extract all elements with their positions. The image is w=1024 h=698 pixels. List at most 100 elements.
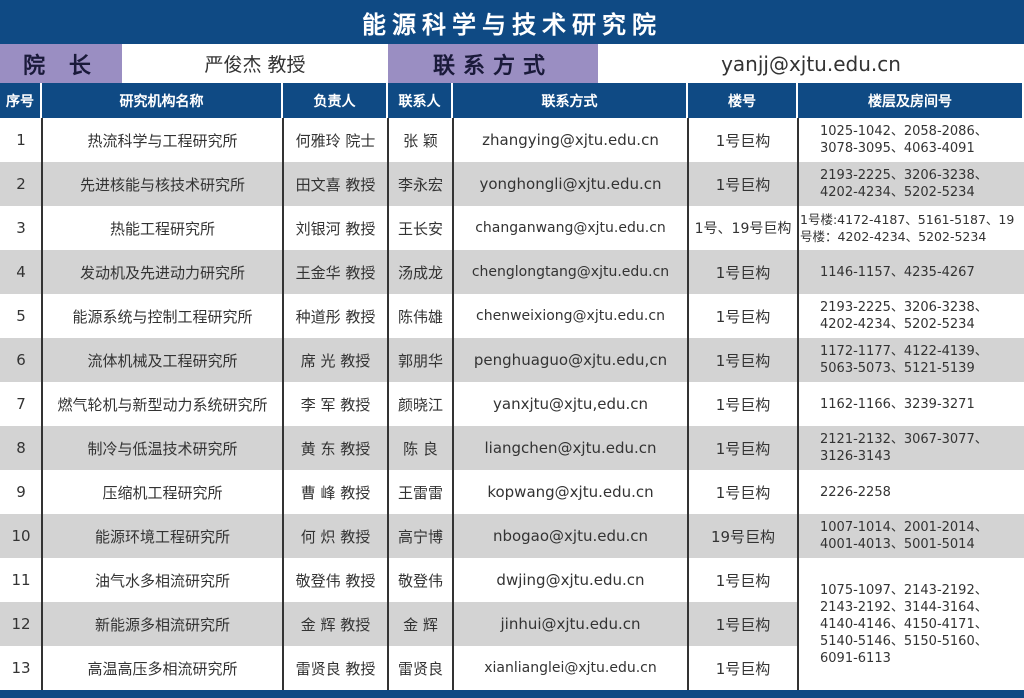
page-title: 能源科学与技术研究院 — [0, 0, 1024, 44]
col-building-cell: 1号巨构 — [715, 659, 771, 678]
column-divider — [452, 118, 454, 690]
table-row: 11 油气水多相流研究所 敬登伟 教授 敬登伟 dwjing@xjtu.edu.cn 1号… — [0, 558, 1024, 602]
col-email-cell: chenweixiong@xjtu.edu.cn — [476, 308, 665, 324]
col-number-cell: 7 — [16, 395, 26, 413]
col-email-cell: nbogao@xjtu.edu.cn — [492, 527, 649, 545]
col-head-cell: 何 炽 教授 — [300, 527, 371, 546]
col-building-cell: 1号巨构 — [715, 351, 771, 370]
col-building-cell: 1号巨构 — [715, 571, 771, 590]
col-contact-cell: 陈伟雄 — [397, 307, 443, 326]
col-number-cell: 10 — [11, 527, 31, 545]
col-number-cell: 6 — [16, 351, 26, 369]
director-label: 院 长 — [0, 44, 122, 83]
column-divider — [797, 118, 799, 690]
col-building-cell: 1号巨构 — [715, 263, 771, 282]
col-name-cell: 热流科学与工程研究所 — [87, 131, 238, 150]
col-building-cell: 1号巨构 — [715, 395, 771, 414]
column-divider — [387, 118, 389, 690]
col-contact-cell: 陈 良 — [403, 439, 438, 458]
col-name-cell: 先进核能与核技术研究所 — [79, 175, 245, 194]
table-row: 9 压缩机工程研究所 曹 峰 教授 王雷雷 kopwang@xjtu.edu.cn 1号巨… — [0, 470, 1024, 514]
col-rooms-cell: 2193-2225、3206-3238、4202-4234、5202-5234 — [820, 300, 988, 332]
table-row: 7 燃气轮机与新型动力系统研究所 李 军 教授 颜晓江 yanxjtu@xjtu,edu… — [0, 382, 1024, 426]
col-building-cell: 1号巨构 — [715, 175, 771, 194]
table-row: 6 流体机械及工程研究所 席 光 教授 郭朋华 penghuaguo@xjtu.edu,… — [0, 338, 1024, 382]
col-rooms-cell: 1025-1042、2058-2086、3078-3095、4063-4091 — [820, 124, 988, 156]
col-contact-cell: 王雷雷 — [397, 483, 443, 502]
col-building-cell: 1号巨构 — [715, 615, 771, 634]
col-email-cell: xianlianglei@xjtu.edu.cn — [484, 660, 657, 676]
director-email: yanjj@xjtu.edu.cn — [721, 51, 901, 76]
col-head-cell: 种道彤 教授 — [295, 307, 376, 326]
header-col-head: 负责人 — [283, 83, 388, 118]
rooms-text: 1075-1097、2143-2192、2143-2192、3144-3164、… — [820, 582, 988, 666]
table-row: 5 能源系统与控制工程研究所 种道彤 教授 陈伟雄 chenweixiong@xjtu.… — [0, 294, 1024, 338]
col-email-cell: yonghongli@xjtu.edu.cn — [479, 175, 662, 193]
col-contact-cell: 金 辉 — [403, 615, 438, 634]
col-head-cell: 曹 峰 教授 — [300, 483, 371, 502]
col-name-cell: 发动机及先进动力研究所 — [79, 263, 245, 282]
col-name-cell: 压缩机工程研究所 — [102, 483, 223, 502]
col-email-cell: jinhui@xjtu.edu.cn — [500, 615, 641, 633]
col-number-cell: 12 — [11, 615, 31, 633]
col-email-cell: yanxjtu@xjtu,edu.cn — [493, 395, 648, 413]
header-col-contact: 联系人 — [388, 83, 453, 118]
col-rooms-cell: 1162-1166、3239-3271 — [820, 396, 975, 412]
col-rooms-cell: 1146-1157、4235-4267 — [820, 264, 975, 280]
col-email-cell: dwjing@xjtu.edu.cn — [496, 571, 645, 589]
col-rooms-cell: 1号楼:4172-4187、5161-5187、19号楼：4202-4234、5… — [800, 212, 1015, 244]
col-contact-cell: 颜晓江 — [397, 395, 443, 414]
col-email-cell: chenglongtang@xjtu.edu.cn — [471, 264, 670, 280]
table-row: 3 热能工程研究所 刘银河 教授 王长安 changanwang@xjtu.edu.cn… — [0, 206, 1024, 250]
col-email-cell: kopwang@xjtu.edu.cn — [487, 483, 654, 501]
col-contact-cell: 高宁博 — [397, 527, 443, 546]
col-building-cell: 19号巨构 — [710, 527, 776, 546]
col-head-cell: 敬登伟 教授 — [295, 571, 376, 590]
col-number-cell: 9 — [16, 483, 26, 501]
col-number-cell: 11 — [11, 571, 31, 589]
col-name-cell: 制冷与低温技术研究所 — [87, 439, 238, 458]
header-col-email: 联系方式 — [453, 83, 688, 118]
col-email-cell: changanwang@xjtu.edu.cn — [475, 220, 666, 236]
col-number-cell: 3 — [16, 219, 26, 237]
col-building-cell: 1号巨构 — [715, 439, 771, 458]
col-head-cell: 田文喜 教授 — [295, 175, 376, 194]
col-number-cell: 2 — [16, 175, 26, 193]
col-contact-cell: 李永宏 — [397, 175, 443, 194]
col-head-cell: 王金华 教授 — [295, 263, 376, 282]
col-name-cell: 新能源多相流研究所 — [94, 615, 230, 634]
shared-rooms-cell: 1075-1097、2143-2192、2143-2192、3144-3164、… — [798, 558, 1024, 690]
header-col-building: 楼号 — [688, 83, 798, 118]
header-col-number: 序号 — [0, 83, 42, 118]
col-head-cell: 何雅玲 院士 — [295, 131, 376, 150]
col-name-cell: 油气水多相流研究所 — [94, 571, 230, 590]
director-name: 严俊杰 教授 — [204, 54, 306, 76]
column-divider — [41, 118, 43, 690]
col-contact-cell: 王长安 — [397, 219, 443, 238]
col-number-cell: 5 — [16, 307, 26, 325]
col-email-cell: penghuaguo@xjtu.edu,cn — [473, 351, 668, 369]
director-contact-label: 联系方式 — [388, 44, 598, 83]
col-building-cell: 1号巨构 — [715, 307, 771, 326]
col-number-cell: 13 — [11, 659, 31, 677]
col-number-cell: 4 — [16, 263, 26, 281]
col-name-cell: 流体机械及工程研究所 — [87, 351, 238, 370]
col-name-cell: 能源系统与控制工程研究所 — [72, 307, 253, 326]
col-building-cell: 1号巨构 — [715, 483, 771, 502]
col-contact-cell: 郭朋华 — [397, 351, 443, 370]
col-contact-cell: 汤成龙 — [397, 263, 443, 282]
col-head-cell: 李 军 教授 — [300, 395, 371, 414]
header-col-name: 研究机构名称 — [42, 83, 283, 118]
header-col-rooms: 楼层及房间号 — [798, 83, 1024, 118]
col-head-cell: 黄 东 教授 — [300, 439, 371, 458]
col-contact-cell: 张 颖 — [403, 131, 438, 150]
col-name-cell: 热能工程研究所 — [109, 219, 215, 238]
table-row: 2 先进核能与核技术研究所 田文喜 教授 李永宏 yonghongli@xjtu.edu… — [0, 162, 1024, 206]
col-head-cell: 刘银河 教授 — [295, 219, 376, 238]
col-name-cell: 高温高压多相流研究所 — [87, 659, 238, 678]
col-head-cell: 雷贤良 教授 — [295, 659, 376, 678]
col-head-cell: 席 光 教授 — [300, 351, 371, 370]
table-row: 13 高温高压多相流研究所 雷贤良 教授 雷贤良 xianlianglei@xjtu.e… — [0, 646, 1024, 690]
table-row: 4 发动机及先进动力研究所 王金华 教授 汤成龙 chenglongtang@xjtu.… — [0, 250, 1024, 294]
col-number-cell: 8 — [16, 439, 26, 457]
